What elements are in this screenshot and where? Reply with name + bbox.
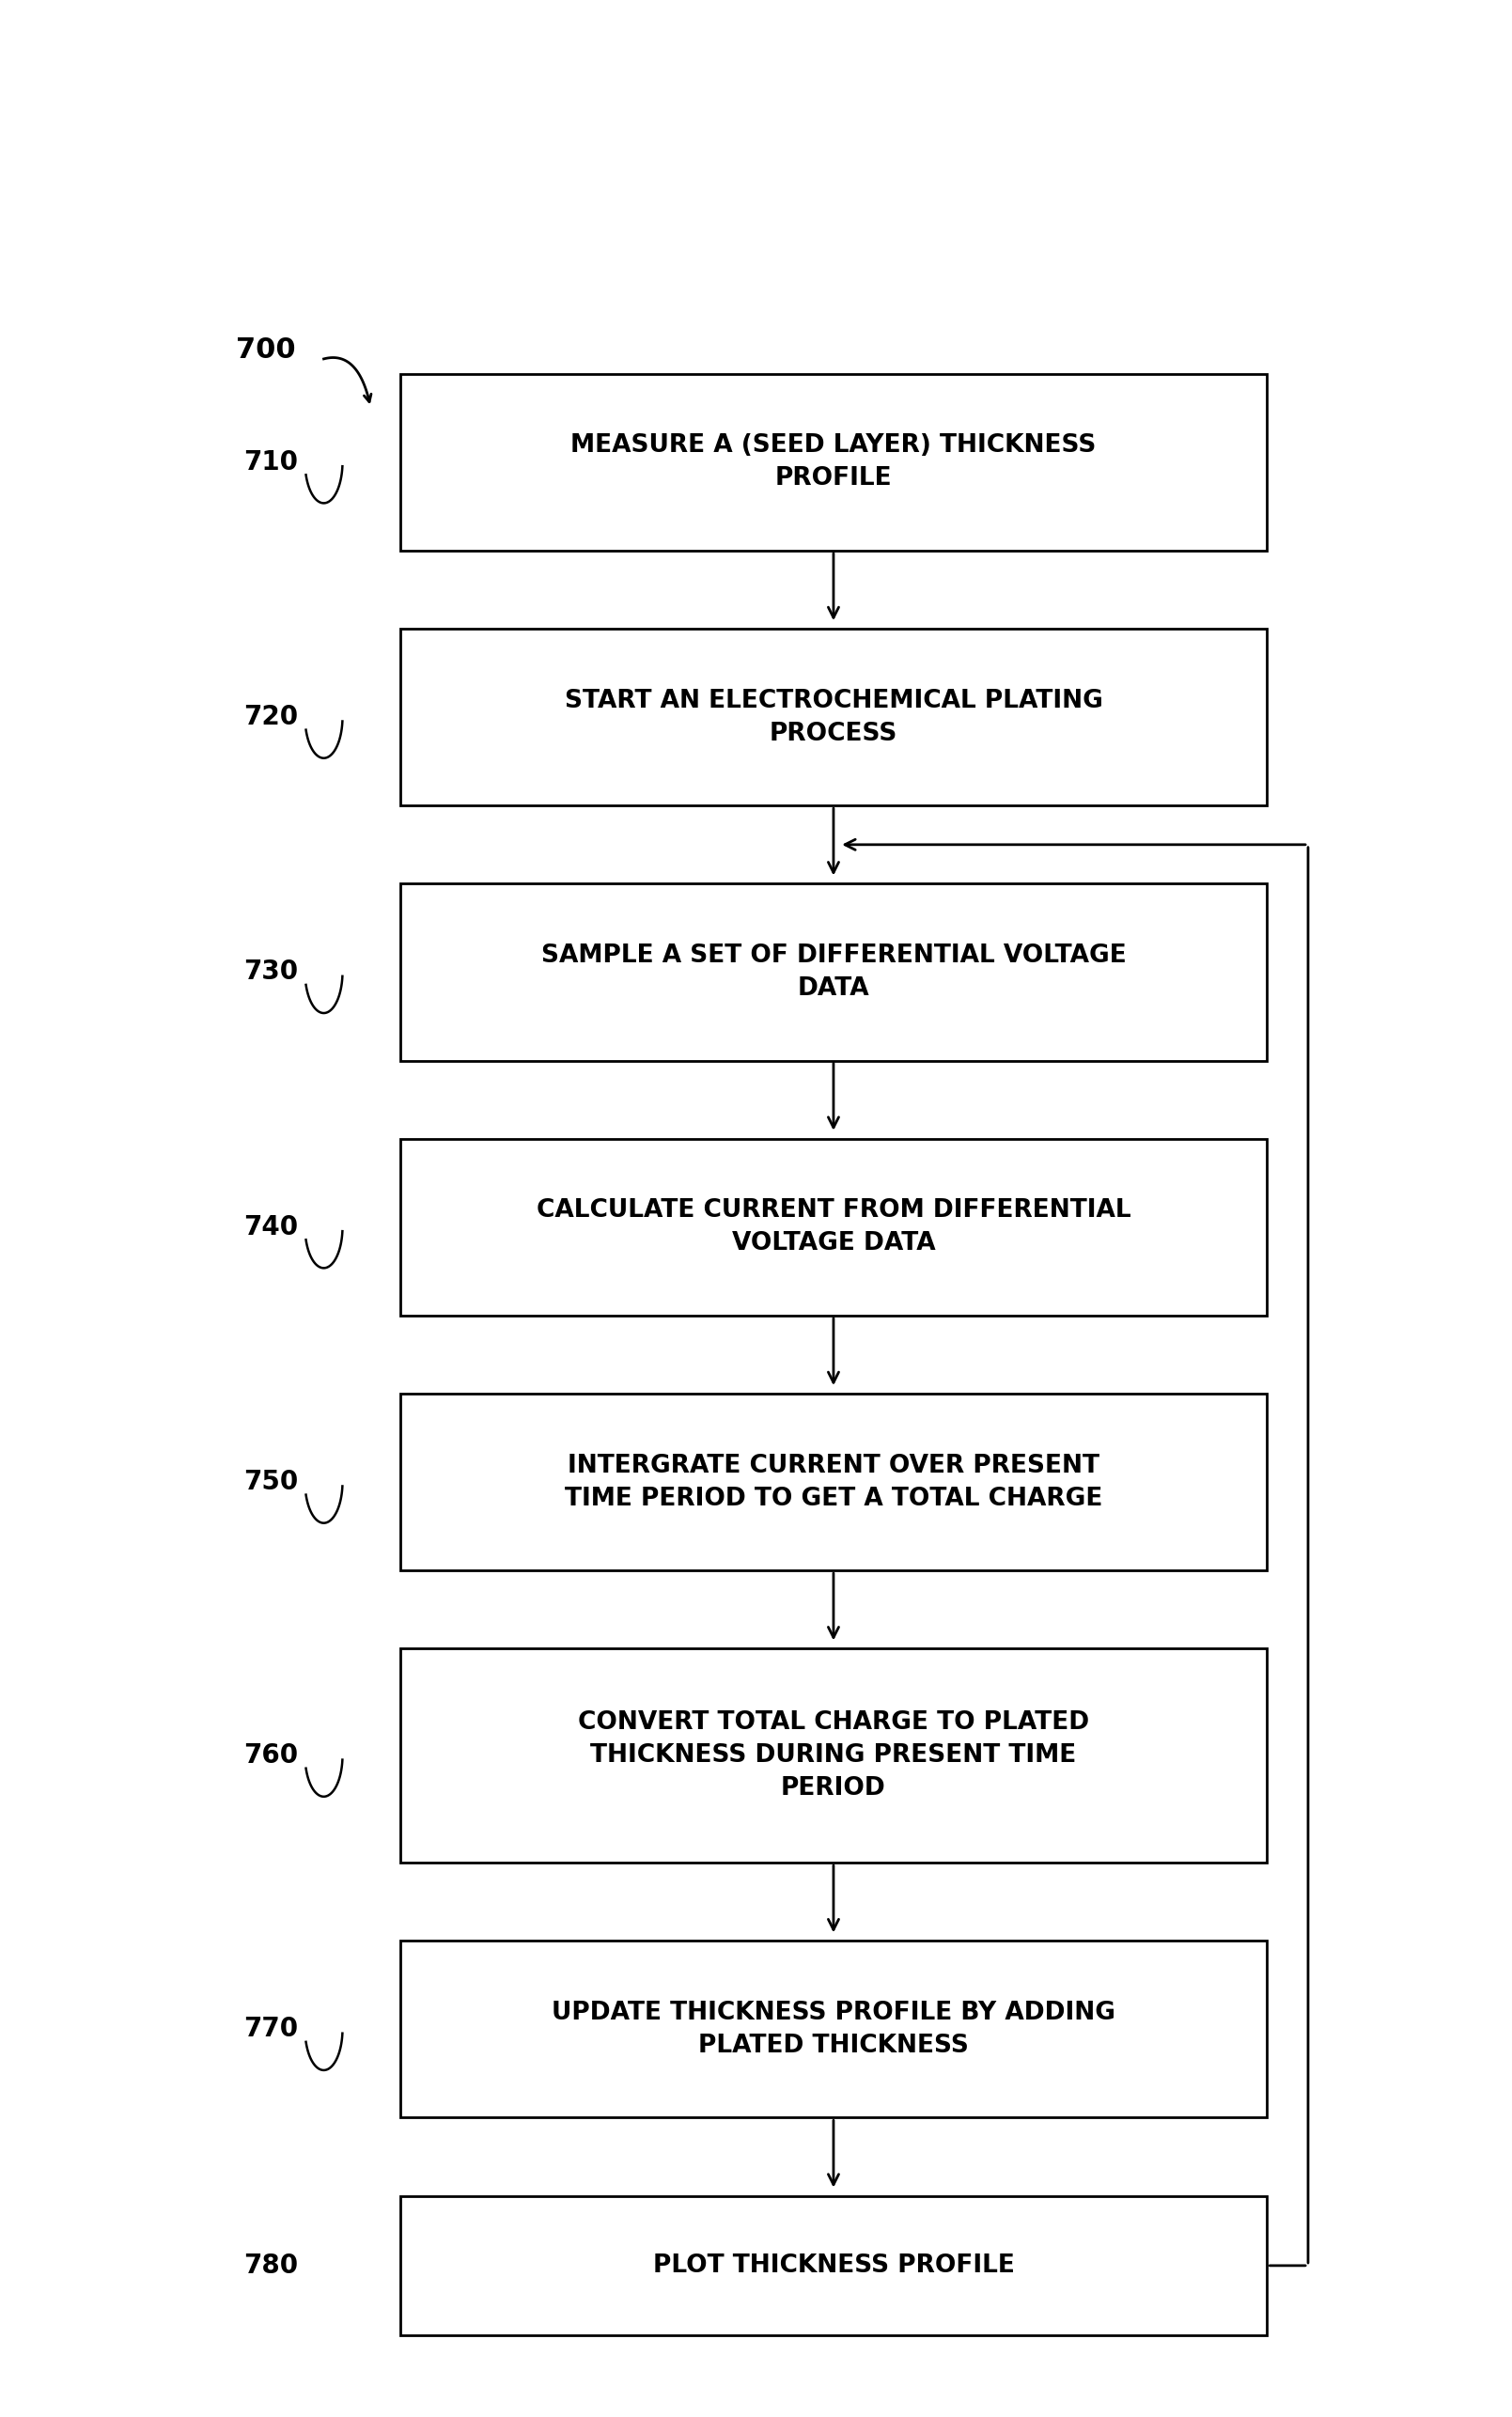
- FancyArrowPatch shape: [829, 807, 839, 873]
- Bar: [399, 1941, 1267, 2117]
- Bar: [399, 1138, 1267, 1315]
- FancyArrowPatch shape: [829, 2120, 839, 2185]
- Text: PLOT THICKNESS PROFILE: PLOT THICKNESS PROFILE: [653, 2253, 1015, 2277]
- FancyArrowPatch shape: [829, 1866, 839, 1929]
- Text: 710: 710: [243, 450, 298, 476]
- Text: 750: 750: [243, 1470, 298, 1496]
- Text: MEASURE A (SEED LAYER) THICKNESS
PROFILE: MEASURE A (SEED LAYER) THICKNESS PROFILE: [570, 433, 1096, 491]
- Text: 770: 770: [243, 2016, 298, 2042]
- Text: 700: 700: [236, 336, 296, 365]
- FancyArrowPatch shape: [829, 1573, 839, 1639]
- Bar: [399, 2195, 1267, 2335]
- Text: SAMPLE A SET OF DIFFERENTIAL VOLTAGE
DATA: SAMPLE A SET OF DIFFERENTIAL VOLTAGE DAT…: [541, 943, 1126, 1001]
- FancyArrowPatch shape: [829, 1063, 839, 1129]
- Bar: [399, 1395, 1267, 1571]
- Text: INTERGRATE CURRENT OVER PRESENT
TIME PERIOD TO GET A TOTAL CHARGE: INTERGRATE CURRENT OVER PRESENT TIME PER…: [564, 1453, 1102, 1511]
- Text: UPDATE THICKNESS PROFILE BY ADDING
PLATED THICKNESS: UPDATE THICKNESS PROFILE BY ADDING PLATE…: [552, 2001, 1116, 2057]
- Text: CONVERT TOTAL CHARGE TO PLATED
THICKNESS DURING PRESENT TIME
PERIOD: CONVERT TOTAL CHARGE TO PLATED THICKNESS…: [578, 1711, 1089, 1801]
- Text: 780: 780: [243, 2253, 298, 2279]
- Text: 740: 740: [243, 1213, 298, 1240]
- Bar: [399, 375, 1267, 551]
- Bar: [399, 885, 1267, 1061]
- Bar: [399, 1648, 1267, 1864]
- Text: 720: 720: [243, 703, 298, 730]
- FancyArrowPatch shape: [829, 553, 839, 619]
- Text: START AN ELECTROCHEMICAL PLATING
PROCESS: START AN ELECTROCHEMICAL PLATING PROCESS: [564, 689, 1102, 747]
- Text: CALCULATE CURRENT FROM DIFFERENTIAL
VOLTAGE DATA: CALCULATE CURRENT FROM DIFFERENTIAL VOLT…: [537, 1199, 1131, 1257]
- Text: 760: 760: [243, 1743, 298, 1769]
- Text: 730: 730: [243, 960, 298, 986]
- Bar: [399, 628, 1267, 805]
- FancyArrowPatch shape: [829, 1317, 839, 1383]
